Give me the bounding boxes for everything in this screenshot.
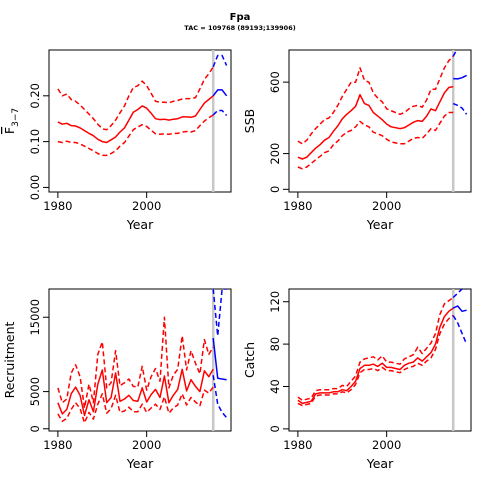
projection-lower-line bbox=[452, 102, 468, 115]
y-tick-label: 120 bbox=[268, 291, 282, 313]
y-tick-label: 40 bbox=[268, 379, 282, 394]
projection-upper-line bbox=[452, 289, 467, 299]
y-tick-label: 80 bbox=[268, 337, 282, 352]
figure-subtitle: TAC = 109768 (89193;139906) bbox=[184, 24, 295, 32]
y-tick-label: 0 bbox=[268, 425, 282, 432]
historical-upper-line bbox=[297, 296, 454, 402]
x-tick-label: 1980 bbox=[283, 199, 312, 213]
x-axis-label: Year bbox=[366, 217, 394, 232]
projection-upper-line bbox=[212, 54, 228, 68]
projection-upper-line bbox=[452, 50, 458, 57]
x-tick-label: 1980 bbox=[43, 438, 72, 452]
historical-median-line bbox=[297, 85, 454, 160]
y-tick-label: 5000 bbox=[28, 377, 42, 406]
series-group bbox=[297, 50, 468, 192]
y-tick-label: 0 bbox=[28, 425, 42, 432]
historical-median-line bbox=[57, 368, 214, 417]
x-axis-label: Year bbox=[366, 456, 394, 471]
y-axis-label: Catch bbox=[242, 342, 257, 378]
series-group bbox=[57, 289, 228, 431]
series-group bbox=[57, 50, 228, 192]
y-tick-label: 0.10 bbox=[28, 129, 42, 155]
x-tick-label: 1980 bbox=[43, 199, 72, 213]
y-tick-label: 0 bbox=[268, 186, 282, 193]
series-group bbox=[297, 289, 468, 431]
figure-title: Fpa bbox=[230, 12, 251, 23]
historical-median-line bbox=[297, 307, 454, 405]
panel-f: 1980 2000 0.00 0.10 0.20 Year F3−7 bbox=[2, 49, 232, 232]
x-axis-label: Year bbox=[126, 456, 154, 471]
panel-ssb: 1980 2000 0 200 600 Year SSB bbox=[242, 49, 472, 232]
historical-upper-line bbox=[57, 66, 214, 131]
historical-lower-line bbox=[57, 114, 214, 157]
projection-median-line bbox=[453, 74, 467, 80]
historical-lower-line bbox=[297, 314, 454, 407]
projection-median-line bbox=[212, 89, 228, 97]
y-tick-label: 0.20 bbox=[28, 83, 42, 109]
x-tick-label: 2000 bbox=[372, 438, 401, 452]
x-tick-label: 1980 bbox=[283, 438, 312, 452]
historical-upper-line bbox=[57, 316, 214, 409]
projection-median-line bbox=[452, 305, 467, 313]
historical-lower-line bbox=[297, 111, 454, 170]
y-tick-label: 600 bbox=[268, 71, 282, 93]
projection-lower-line bbox=[452, 315, 468, 345]
y-tick-label: 200 bbox=[268, 143, 282, 165]
y-axis-label-sub: 3−7 bbox=[11, 108, 21, 127]
x-tick-label: 2000 bbox=[372, 199, 401, 213]
projection-upper-line bbox=[212, 289, 227, 337]
y-tick-label: 15000 bbox=[28, 299, 42, 336]
y-tick-label: 0.00 bbox=[28, 175, 42, 201]
plot-frame bbox=[48, 49, 232, 193]
y-axis-label-main: F bbox=[2, 127, 17, 134]
historical-lower-line bbox=[57, 386, 214, 424]
historical-median-line bbox=[57, 95, 214, 144]
plot-frame bbox=[48, 288, 232, 432]
x-axis-label: Year bbox=[126, 217, 154, 232]
panel-catch: 1980 2000 0 40 80 120 Year Catch bbox=[242, 288, 472, 471]
plot-frame bbox=[288, 49, 472, 193]
plot-frame bbox=[288, 288, 472, 432]
historical-upper-line bbox=[297, 55, 454, 145]
x-tick-label: 2000 bbox=[132, 199, 161, 213]
projection-lower-line bbox=[212, 375, 228, 419]
y-axis-label: F3−7 bbox=[2, 108, 21, 134]
y-axis-label: SSB bbox=[242, 109, 257, 133]
projection-median-line bbox=[212, 338, 227, 381]
projection-lower-line bbox=[212, 109, 228, 117]
x-tick-label: 2000 bbox=[132, 438, 161, 452]
panel-rec: 1980 2000 0 5000 15000 Year Recruitment bbox=[2, 288, 232, 471]
y-axis-label: Recruitment bbox=[2, 322, 17, 399]
